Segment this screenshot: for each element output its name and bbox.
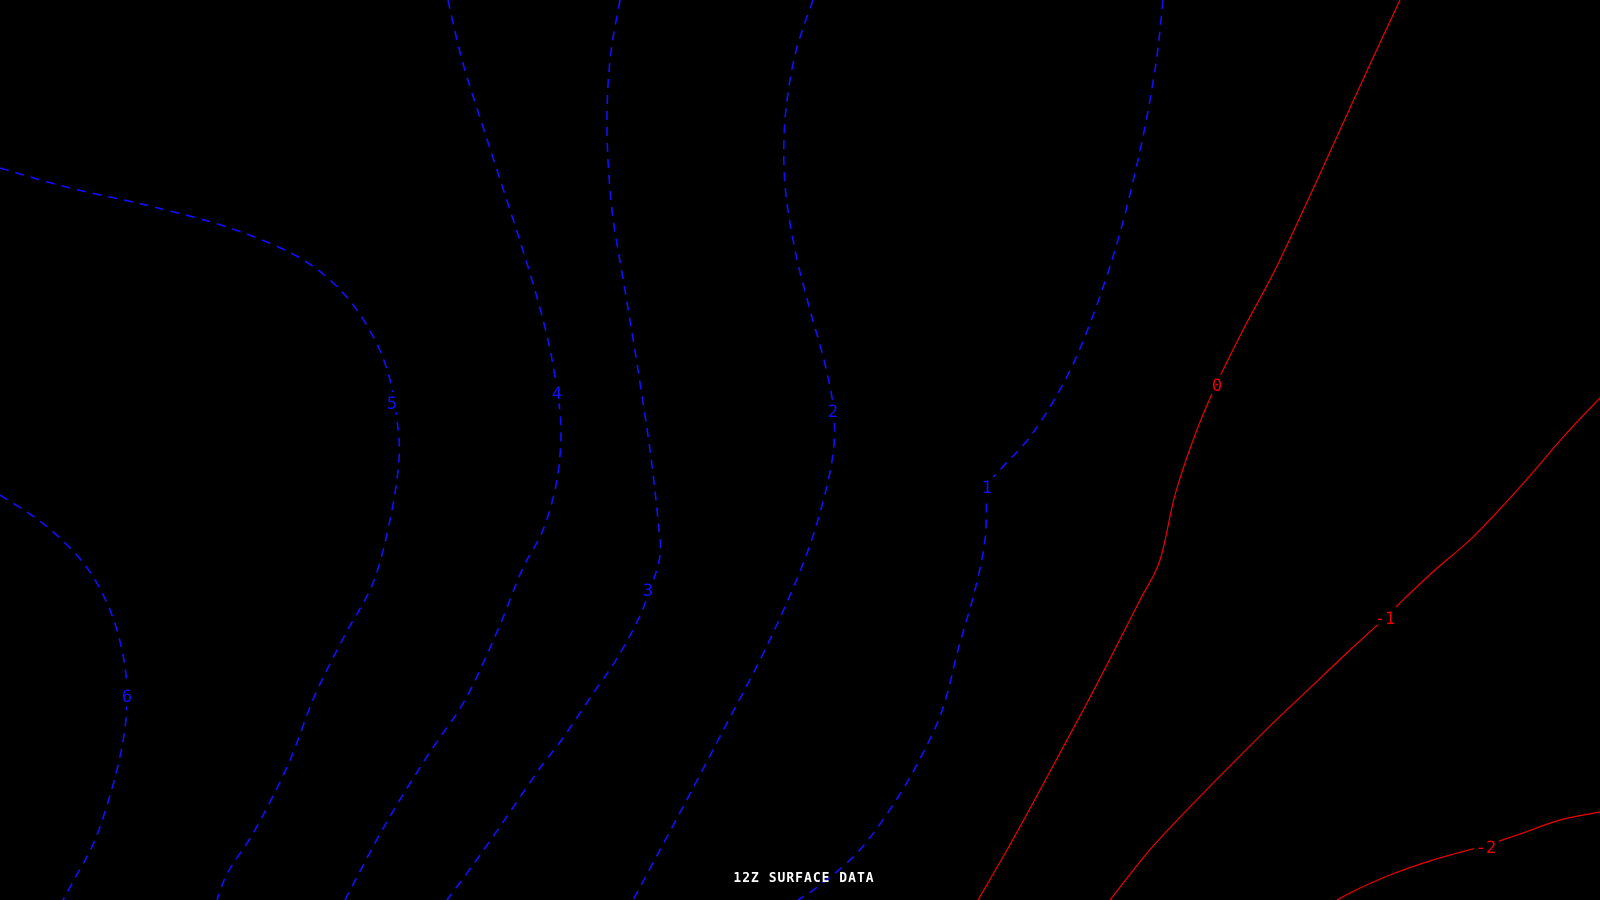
contour-label-1: 1 xyxy=(982,478,992,498)
contour-line-0 xyxy=(977,0,1401,900)
contour-label-6: 6 xyxy=(122,687,132,707)
contour-line-3 xyxy=(446,0,662,900)
contour-label-0: 0 xyxy=(1212,376,1222,396)
contour-line-1 xyxy=(797,0,1164,900)
contour-label-3: 3 xyxy=(643,581,653,601)
map-title: 12Z SURFACE DATA xyxy=(733,871,875,886)
contour-line--2 xyxy=(1336,811,1600,900)
contour-label-4: 4 xyxy=(552,384,562,404)
contour-line--1 xyxy=(1109,397,1600,900)
contour-line-6 xyxy=(0,494,128,900)
contour-label--1: -1 xyxy=(1375,609,1395,629)
contour-label-2: 2 xyxy=(828,402,838,422)
contour-label-5: 5 xyxy=(387,394,397,414)
contour-line-5 xyxy=(0,167,401,900)
contour-line-4 xyxy=(344,0,562,900)
contour-label--2: -2 xyxy=(1476,838,1496,858)
contour-line-2 xyxy=(632,0,836,900)
